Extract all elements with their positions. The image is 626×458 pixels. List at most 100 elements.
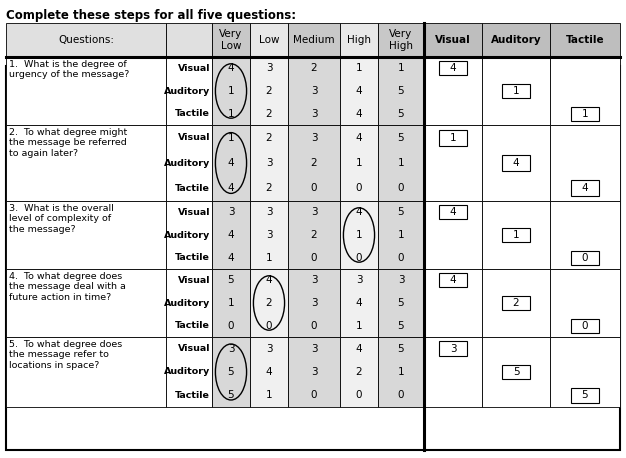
Text: 1: 1	[228, 86, 234, 96]
Bar	[571, 107, 599, 121]
Text: 0: 0	[228, 321, 234, 331]
Bar	[439, 273, 467, 287]
Text: 4: 4	[356, 133, 362, 142]
Text: 3: 3	[228, 344, 234, 354]
Text: 3: 3	[310, 133, 317, 142]
Bar	[166, 57, 212, 125]
Text: 4: 4	[356, 298, 362, 308]
Bar	[6, 23, 166, 57]
Bar	[166, 23, 212, 57]
Text: 3: 3	[310, 298, 317, 308]
Text: 5: 5	[228, 275, 234, 285]
Bar	[424, 337, 482, 407]
Text: 1: 1	[356, 321, 362, 331]
Text: Visual: Visual	[178, 133, 210, 142]
Text: 3: 3	[310, 109, 317, 119]
Text: Visual: Visual	[178, 276, 210, 285]
Text: 0: 0	[582, 321, 588, 331]
Bar	[212, 125, 250, 201]
Text: 4: 4	[582, 183, 588, 193]
Bar	[340, 125, 378, 201]
Text: 3: 3	[310, 207, 317, 218]
Text: Very
Low: Very Low	[219, 29, 243, 51]
Text: 5: 5	[398, 207, 404, 218]
Bar	[502, 228, 530, 242]
Text: 5: 5	[398, 298, 404, 308]
Text: Auditory: Auditory	[164, 299, 210, 307]
Text: 2: 2	[265, 86, 272, 96]
Bar	[288, 337, 340, 407]
Bar	[424, 201, 482, 269]
Bar	[340, 57, 378, 125]
Text: 1: 1	[513, 230, 520, 240]
Text: 4.  To what degree does
the message deal with a
future action in time?: 4. To what degree does the message deal …	[9, 272, 126, 302]
Bar	[288, 201, 340, 269]
Bar	[6, 66, 620, 450]
Bar	[378, 57, 424, 125]
Text: Auditory: Auditory	[164, 230, 210, 240]
Text: 5: 5	[398, 109, 404, 119]
Bar	[482, 337, 550, 407]
Text: Very
High: Very High	[389, 29, 413, 51]
Text: 2.  To what degree might
the message be referred
to again later?: 2. To what degree might the message be r…	[9, 128, 127, 158]
Text: Medium: Medium	[293, 35, 335, 45]
Bar	[571, 319, 599, 333]
Bar	[378, 337, 424, 407]
Text: 1: 1	[228, 298, 234, 308]
Text: 4: 4	[356, 109, 362, 119]
Text: 4: 4	[356, 344, 362, 354]
Text: 3: 3	[449, 344, 456, 354]
Text: Tactile: Tactile	[566, 35, 604, 45]
Text: 4: 4	[228, 63, 234, 73]
Bar	[424, 269, 482, 337]
Text: 0: 0	[310, 390, 317, 400]
Bar	[6, 125, 166, 201]
Text: 3: 3	[265, 158, 272, 168]
Text: 4: 4	[265, 367, 272, 377]
Text: 4: 4	[513, 158, 520, 168]
Text: 0: 0	[398, 390, 404, 400]
Bar	[212, 23, 250, 57]
Bar	[482, 23, 550, 57]
Bar	[502, 84, 530, 98]
Text: 1: 1	[228, 109, 234, 119]
Text: Auditory: Auditory	[164, 367, 210, 376]
Bar	[288, 125, 340, 201]
Bar	[212, 57, 250, 125]
Bar	[439, 130, 467, 146]
Text: Auditory: Auditory	[164, 158, 210, 168]
Text: 2: 2	[310, 63, 317, 73]
Text: 2: 2	[265, 183, 272, 193]
Text: 0: 0	[356, 390, 362, 400]
Bar	[288, 23, 340, 57]
Text: 0: 0	[310, 183, 317, 193]
Bar	[340, 201, 378, 269]
Text: 4: 4	[356, 207, 362, 218]
Text: 1: 1	[398, 158, 404, 168]
Text: 3: 3	[310, 344, 317, 354]
Text: 1: 1	[398, 367, 404, 377]
Bar	[439, 205, 467, 219]
Text: 2: 2	[310, 230, 317, 240]
Bar	[212, 337, 250, 407]
Text: 4: 4	[228, 230, 234, 240]
Text: Visual: Visual	[178, 64, 210, 73]
Text: 0: 0	[398, 183, 404, 193]
Text: 0: 0	[398, 253, 404, 263]
Bar	[571, 251, 599, 265]
Bar	[288, 269, 340, 337]
Text: 0: 0	[356, 253, 362, 263]
Text: 4: 4	[228, 253, 234, 263]
Text: 4: 4	[449, 275, 456, 285]
Text: 5: 5	[398, 344, 404, 354]
Text: 1: 1	[356, 230, 362, 240]
Text: 0: 0	[310, 321, 317, 331]
Bar	[571, 180, 599, 196]
Text: 4: 4	[265, 275, 272, 285]
Text: 3: 3	[310, 86, 317, 96]
Text: 3: 3	[310, 275, 317, 285]
Bar	[340, 23, 378, 57]
Text: 3: 3	[310, 367, 317, 377]
Bar	[250, 57, 288, 125]
Text: 1: 1	[265, 390, 272, 400]
